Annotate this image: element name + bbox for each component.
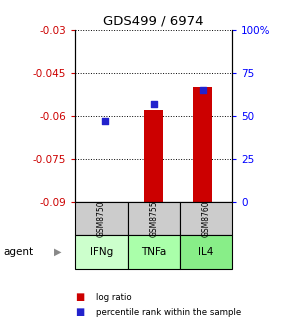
- Point: [102, 118, 107, 124]
- Text: ▶: ▶: [54, 247, 62, 257]
- Text: ■: ■: [75, 292, 85, 302]
- Bar: [193, 87, 212, 202]
- Text: log ratio: log ratio: [96, 293, 131, 302]
- Text: IFNg: IFNg: [90, 247, 113, 257]
- Text: GSM8750: GSM8750: [97, 200, 106, 237]
- Point: [151, 101, 156, 107]
- Text: ■: ■: [75, 307, 85, 318]
- Text: percentile rank within the sample: percentile rank within the sample: [96, 308, 241, 317]
- Bar: [144, 110, 164, 202]
- Point: [200, 88, 205, 93]
- Text: GSM8760: GSM8760: [201, 200, 211, 237]
- Text: agent: agent: [3, 247, 33, 257]
- Text: IL4: IL4: [198, 247, 214, 257]
- Text: GSM8755: GSM8755: [149, 200, 158, 237]
- Text: TNFa: TNFa: [141, 247, 166, 257]
- Bar: [95, 202, 115, 204]
- Title: GDS499 / 6974: GDS499 / 6974: [104, 15, 204, 28]
